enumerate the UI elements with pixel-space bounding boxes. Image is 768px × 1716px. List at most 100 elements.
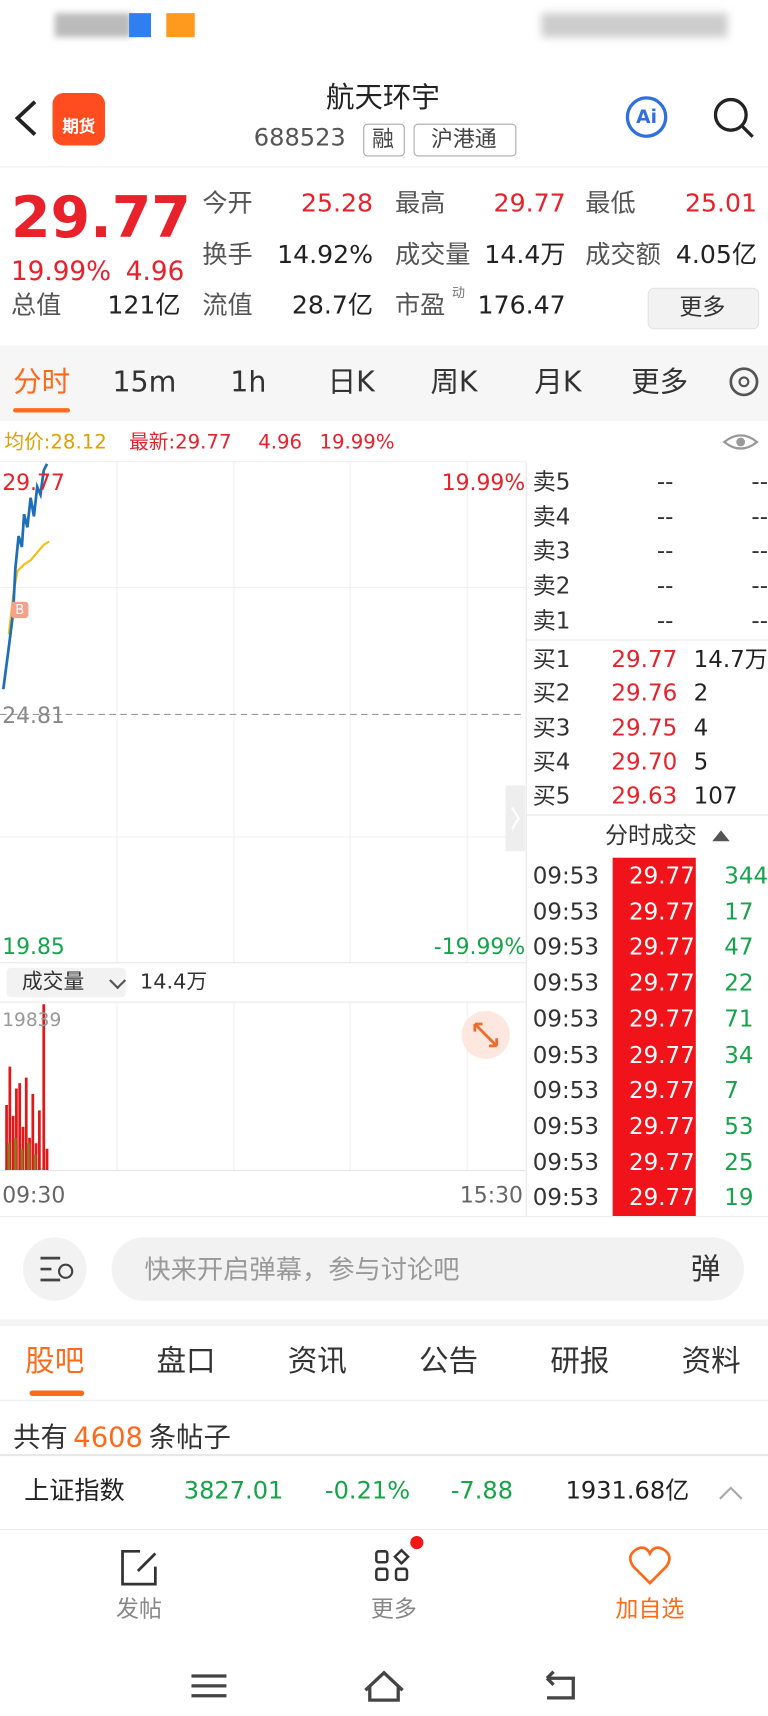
nav-label[interactable]: 加自选 xyxy=(615,1595,685,1622)
more-icon[interactable] xyxy=(375,1550,389,1564)
posts-suffix: 条帖子 xyxy=(148,1421,231,1454)
tag: 沪港通 xyxy=(431,125,497,153)
index-change-pct: -0.21% xyxy=(324,1477,411,1506)
eye-icon[interactable] xyxy=(722,434,759,450)
tag-box xyxy=(413,123,517,157)
nav-home[interactable] xyxy=(364,1670,404,1702)
last-price: 29.77 xyxy=(10,185,191,251)
section-tab[interactable]: 资讯 xyxy=(287,1344,347,1379)
trade-price-column xyxy=(612,857,696,1217)
stock-code: 688523 xyxy=(253,124,346,152)
stat-value: 14.4万 xyxy=(484,241,566,270)
ask-label: 卖5 xyxy=(532,468,571,495)
stat-value: 25.01 xyxy=(685,189,758,219)
trade-price: 29.77 xyxy=(628,1005,695,1032)
more-button[interactable]: 更多 xyxy=(679,293,726,320)
bid-label: 买4 xyxy=(532,748,571,775)
trade-price: 29.77 xyxy=(628,1184,695,1211)
trade-price: 29.77 xyxy=(628,898,695,925)
change-amount: 4.96 xyxy=(125,255,185,287)
tag-box xyxy=(363,123,405,157)
ask-price: -- xyxy=(656,572,674,600)
posts-count: 4608 xyxy=(73,1421,143,1454)
search-icon[interactable] xyxy=(713,97,748,132)
danmaku-toggle[interactable] xyxy=(22,1237,87,1301)
chart-tab[interactable]: 更多 xyxy=(631,366,689,399)
ask-volume: -- xyxy=(751,468,768,495)
nav-label[interactable]: 更多 xyxy=(370,1595,417,1622)
ask-price: -- xyxy=(656,538,674,565)
chart-tab[interactable]: 周K xyxy=(430,366,478,399)
ask-label: 卖2 xyxy=(532,572,571,600)
nav-label[interactable]: 发帖 xyxy=(115,1595,162,1622)
back-icon[interactable] xyxy=(14,100,37,136)
comment-placeholder[interactable]: 快来开启弹幕，参与讨论吧 xyxy=(144,1254,460,1286)
index-name[interactable]: 上证指数 xyxy=(24,1477,125,1506)
stat-label: 总值 xyxy=(10,291,62,320)
comment-input[interactable] xyxy=(111,1237,744,1301)
eye-pupil xyxy=(736,437,746,447)
volume-axis-max: 19839 xyxy=(2,1009,62,1032)
trade-price: 29.77 xyxy=(628,934,695,961)
danmaku-icon xyxy=(40,1256,61,1282)
bid-price: 29.76 xyxy=(611,680,678,707)
nav-menu[interactable] xyxy=(191,1674,227,1698)
posts-prefix: 共有 xyxy=(13,1421,68,1454)
sort-icon[interactable] xyxy=(712,830,730,842)
trade-time: 09:53 xyxy=(532,862,600,889)
price-line xyxy=(1,463,49,690)
stat-value: 4.05亿 xyxy=(675,241,758,270)
bid-price: 29.75 xyxy=(611,714,678,741)
stat-label: 市盈 xyxy=(394,291,446,320)
watchlist-icon[interactable] xyxy=(628,1546,671,1585)
trade-time: 09:53 xyxy=(532,898,600,925)
more-icon xyxy=(375,1567,389,1582)
bid-label: 买1 xyxy=(532,645,571,673)
section-tab[interactable]: 盘口 xyxy=(156,1344,216,1379)
trade-time: 09:53 xyxy=(532,1077,600,1104)
section-tab[interactable]: 公告 xyxy=(419,1344,479,1379)
stat-value: 28.7亿 xyxy=(291,291,374,320)
bid-label: 买3 xyxy=(532,714,571,741)
tab-bar-bg xyxy=(0,345,768,421)
trade-volume: 34 xyxy=(724,1041,754,1068)
trade-price: 29.77 xyxy=(628,1041,695,1068)
chart-tab[interactable]: 月K xyxy=(534,366,582,399)
section-tab[interactable]: 研报 xyxy=(550,1344,610,1379)
post-icon[interactable] xyxy=(121,1549,157,1586)
bid-label: 买5 xyxy=(532,782,571,810)
chart-tab[interactable]: 日K xyxy=(327,366,375,399)
trade-volume: 47 xyxy=(724,934,754,961)
ask-label: 卖4 xyxy=(532,503,571,530)
ai-icon[interactable] xyxy=(625,96,668,138)
settings-icon[interactable] xyxy=(729,367,759,397)
ask-volume: -- xyxy=(751,572,768,600)
latest-price: 最新:29.77 xyxy=(129,431,232,455)
buy-marker xyxy=(10,601,29,619)
pct-axis-high: 19.99% xyxy=(441,469,526,496)
bid-price: 29.63 xyxy=(611,782,678,810)
side-toggle[interactable] xyxy=(505,785,526,852)
chart-tab[interactable]: 1h xyxy=(230,366,267,399)
section-tab[interactable]: 资料 xyxy=(681,1344,741,1379)
expand-index-icon[interactable] xyxy=(719,1486,743,1500)
tab-underline xyxy=(13,408,71,413)
trades-title: 分时成交 xyxy=(604,822,697,849)
danmaku-button[interactable]: 弹 xyxy=(690,1252,721,1287)
chart-tab[interactable]: 15m xyxy=(112,366,177,399)
nav-back[interactable] xyxy=(545,1670,575,1700)
more-button-bg[interactable] xyxy=(647,287,760,330)
latest-change-pct: 19.99% xyxy=(319,431,395,455)
volume-total: 14.4万 xyxy=(140,969,208,994)
volume-selector[interactable]: 成交量 xyxy=(6,967,126,998)
chart-tab[interactable]: 分时 xyxy=(13,366,71,399)
ask-label: 卖1 xyxy=(532,607,571,634)
section-tab[interactable]: 股吧 xyxy=(25,1344,85,1379)
bid-price: 29.77 xyxy=(611,645,678,673)
index-change: -7.88 xyxy=(450,1477,514,1506)
ai-label[interactable]: Ai xyxy=(636,106,657,129)
bid-volume: 4 xyxy=(693,714,709,741)
trade-time: 09:53 xyxy=(532,1184,600,1211)
